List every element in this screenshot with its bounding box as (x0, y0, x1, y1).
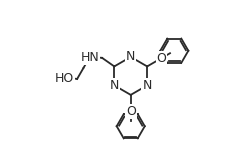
Text: N: N (126, 50, 135, 63)
Text: O: O (156, 52, 166, 65)
Text: O: O (126, 105, 136, 118)
Text: N: N (110, 79, 119, 92)
Text: HO: HO (55, 72, 74, 85)
Text: N: N (143, 79, 152, 92)
Text: HN: HN (80, 50, 99, 64)
